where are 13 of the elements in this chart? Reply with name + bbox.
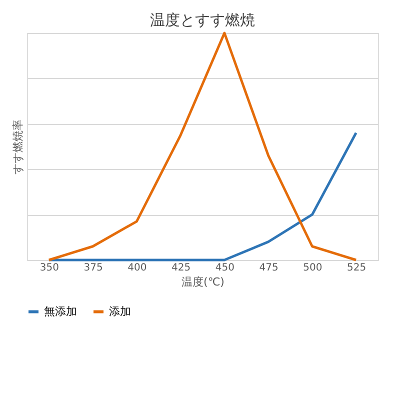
x-tick-label: 425	[172, 262, 191, 274]
y-axis-title: すす燃焼率	[12, 120, 24, 174]
x-tick-label: 400	[128, 262, 147, 274]
x-tick-label: 475	[259, 262, 278, 274]
x-tick-label: 525	[347, 262, 366, 274]
x-axis-title: 温度(℃)	[182, 276, 224, 288]
legend-label: 添加	[109, 304, 131, 318]
x-tick-label: 500	[303, 262, 322, 274]
x-tick-label: 350	[40, 262, 59, 274]
legend-label: 無添加	[44, 304, 77, 318]
x-tick-label: 375	[84, 262, 103, 274]
x-tick-label: 450	[215, 262, 234, 274]
chart-title: 温度とすす燃焼	[150, 10, 255, 29]
